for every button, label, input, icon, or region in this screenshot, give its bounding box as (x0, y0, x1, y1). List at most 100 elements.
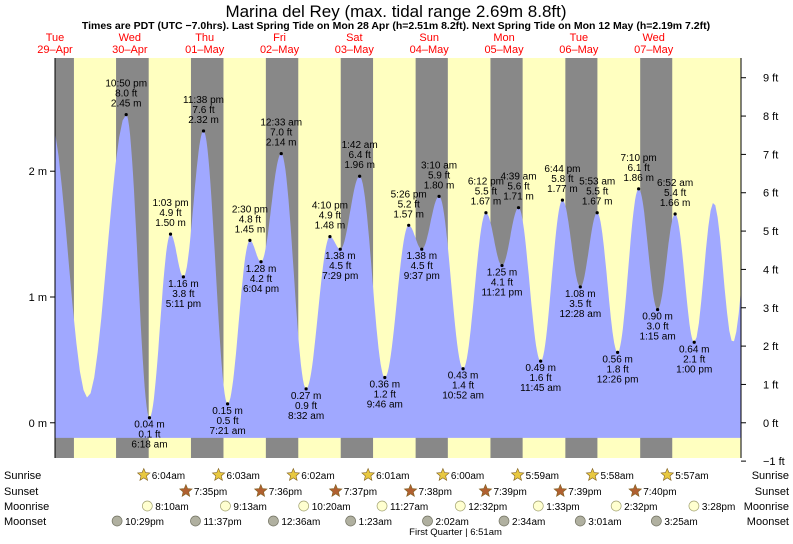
high-tide-marker (673, 212, 677, 216)
left-axis-tick-label: 2 m (29, 166, 47, 178)
tide-label: 4.5 ft (411, 261, 433, 272)
tide-label: 1.71 m (503, 192, 534, 203)
moonrise-icon (532, 500, 544, 512)
moonrise-time: 1:33pm (546, 502, 579, 513)
tide-label: 2.14 m (266, 138, 297, 149)
high-tide-marker (201, 129, 206, 133)
high-tide-marker (516, 206, 521, 210)
moonrise-icon (141, 500, 153, 512)
sunrise-icon (211, 467, 226, 481)
tide-label: 0.9 ft (295, 401, 317, 412)
right-axis-tick-label: 5 ft (763, 226, 778, 238)
moonrise-time: 8:10am (155, 502, 188, 513)
tide-label: 1.67 m (471, 197, 502, 208)
low-tide-marker (225, 402, 230, 406)
moonrise-time: 9:13am (233, 502, 266, 513)
tide-label: 5.4 ft (664, 188, 686, 199)
tide-label: 1.25 m (487, 268, 518, 279)
sunset-time: 7:39pm (568, 487, 601, 498)
tide-label: 6.4 ft (349, 150, 371, 161)
moonset-row-label-right: Moonset (747, 516, 789, 528)
tide-label: 7.0 ft (270, 128, 292, 139)
low-tide-marker (259, 260, 263, 264)
right-axis-tick-label: 6 ft (763, 188, 778, 200)
left-axis-tick-label: 0 m (29, 418, 47, 430)
low-tide-marker (539, 359, 543, 363)
tide-label: 1.08 m (565, 289, 596, 300)
high-tide-marker (437, 194, 441, 198)
tide-label: 9:46 am (367, 399, 403, 410)
right-axis-tick-label: −1 ft (763, 456, 785, 468)
chart-subtitle: Times are PDT (UTC −7.0hrs). Last Spring… (82, 20, 710, 32)
high-tide-marker (168, 232, 173, 236)
tide-label: 0.36 m (370, 379, 401, 390)
tide-label: 1.38 m (406, 251, 437, 262)
moonset-time: 12:36am (281, 517, 320, 528)
sunset-icon (253, 483, 268, 497)
day-name-label: Sat (346, 32, 363, 44)
tide-label: 1.80 m (424, 180, 455, 191)
tide-label: 5:26 pm (391, 189, 427, 200)
moonrise-row-label-right: Moonrise (744, 501, 789, 513)
moonset-time: 10:29pm (125, 517, 164, 528)
moonrise-time: 10:20am (312, 502, 351, 513)
tide-label: 6:18 am (131, 440, 167, 451)
tide-label: 4.8 ft (239, 214, 261, 225)
tide-label: 8.0 ft (115, 89, 137, 100)
sunset-time: 7:35pm (194, 487, 227, 498)
sunset-row-label-left: Sunset (4, 486, 38, 498)
moonrise-row-label-left: Moonrise (4, 501, 49, 513)
sunset-icon (553, 483, 568, 497)
sunset-time: 7:38pm (419, 487, 452, 498)
tide-label: 6:04 pm (243, 284, 279, 295)
day-name-label: Fri (273, 32, 286, 44)
tide-label: 11:21 pm (482, 288, 523, 299)
tide-label: 2.32 m (188, 115, 219, 126)
moonset-time: 3:01am (588, 517, 621, 528)
sunrise-row-label-left: Sunrise (4, 470, 41, 482)
moonrise-icon (376, 500, 388, 512)
axes: 0 m 1 m 2 m −1 ft 0 ft 1 ft 2 ft 3 ft 4 ft 5 ft 6 … (29, 58, 785, 468)
sunrise-icon (435, 467, 450, 481)
tide-label: 5.5 ft (475, 187, 497, 198)
tide-extremes: 10:50 pm8.0 ft2.45 m 0.04 m0.1 ft6:18 am 1… (105, 79, 712, 451)
tide-water-area (55, 114, 741, 438)
sunrise-icon (361, 467, 376, 481)
tide-label: 1.16 m (168, 279, 199, 290)
right-axis-tick-label: 7 ft (763, 149, 778, 161)
day-name-label: Wed (642, 32, 664, 44)
tide-label: 1:15 am (640, 332, 676, 343)
tide-label: 6:44 pm (544, 164, 580, 175)
tide-label: 2:30 pm (232, 204, 268, 215)
moonset-time: 1:23am (359, 517, 392, 528)
right-axis-tick-label: 1 ft (763, 379, 778, 391)
right-axis-tick-label: 2 ft (763, 341, 778, 353)
right-axis-tick-label: 4 ft (763, 264, 778, 276)
day-date-label: 05–May (484, 44, 524, 56)
sunrise-icon (510, 467, 525, 481)
tide-label: 6:52 am (657, 178, 693, 189)
sunrise-time: 5:57am (675, 471, 708, 482)
sunset-time: 7:36pm (269, 487, 302, 498)
high-tide-marker (484, 211, 488, 215)
tide-label: 1.86 m (623, 173, 654, 184)
low-tide-marker (383, 375, 387, 380)
moonrise-time: 11:27am (390, 502, 428, 513)
high-tide-marker (279, 151, 283, 156)
moonset-icon (422, 515, 433, 527)
high-tide-marker (328, 235, 332, 239)
sunset-icon (178, 483, 193, 497)
tide-label: 5.6 ft (507, 182, 529, 193)
right-axis-tick-label: 8 ft (763, 111, 778, 123)
tide-label: 4.5 ft (329, 261, 351, 272)
high-tide-marker (358, 174, 362, 178)
low-tide-marker (692, 340, 696, 344)
day-name-label: Mon (493, 32, 514, 44)
tide-label: 4.9 ft (319, 211, 341, 222)
tide-label: 0.5 ft (216, 416, 238, 427)
tide-label: 1.38 m (325, 251, 356, 262)
sunset-icon (328, 483, 343, 497)
tide-label: 1.96 m (344, 160, 375, 171)
